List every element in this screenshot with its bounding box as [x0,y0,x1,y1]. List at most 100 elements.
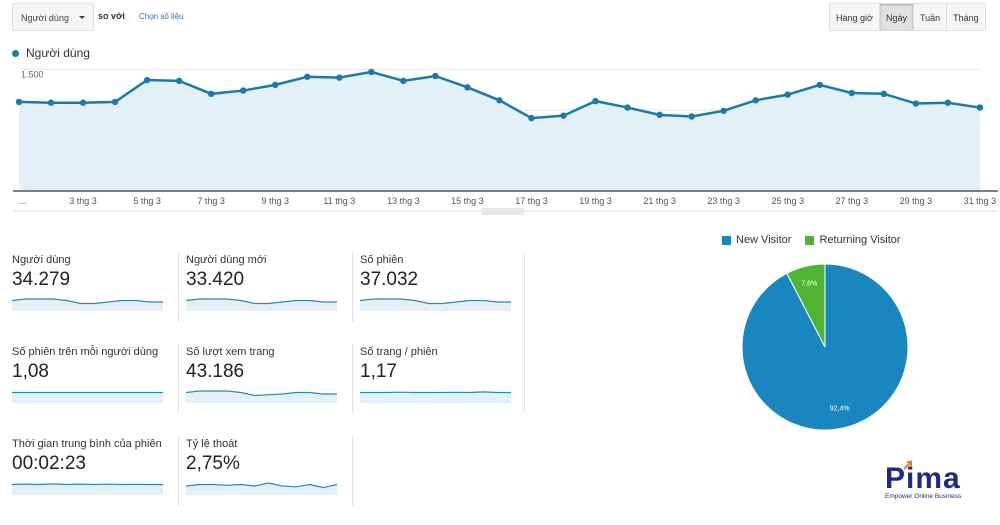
legend-swatch-icon [805,235,815,245]
data-point [464,84,471,91]
sparkline-line [360,298,511,305]
metric-value: 33.420 [186,269,245,290]
metric-label: Người dùng [12,254,71,266]
metric-label: Người dùng mới [186,254,267,266]
compare-label: so với [98,11,125,21]
sparkline-fill [360,391,511,403]
data-point [688,113,695,120]
card-divider [178,344,179,414]
x-tick-label: 17 thg 3 [515,196,548,206]
metric-card[interactable]: Người dùng 34.279 [12,240,172,326]
metric-value: 37.032 [360,269,419,290]
sparkline-fill [12,483,163,495]
x-tick-label: 23 thg 3 [707,196,740,206]
choose-metric-link[interactable]: Chọn số liệu [139,12,184,21]
pie-slice-label: 7,6% [801,280,817,287]
time-button[interactable]: Hàng giờ [830,4,879,30]
collapse-handle[interactable] [482,208,524,215]
pie-legend-item[interactable]: New Visitor [722,234,791,246]
data-point [304,73,311,80]
metric-select-value: Người dùng [21,13,69,23]
x-tick-label: ... [19,196,27,206]
card-divider [524,252,525,414]
sparkline-line [186,298,337,305]
card-divider [178,252,179,322]
metric-card[interactable]: Người dùng mới 33.420 [186,240,346,326]
logo-arrow-icon [903,460,912,470]
x-tick-label: 7 thg 3 [197,196,225,206]
metric-card[interactable]: Số lượt xem trang 43.186 [186,332,346,418]
x-tick-label: 27 thg 3 [836,196,869,206]
sparkline-line [12,483,163,486]
chart-legend: Người dùng [12,46,90,60]
data-point [143,76,151,84]
data-point [15,98,23,106]
data-point [240,87,247,94]
data-point [816,81,823,89]
x-tick-label: 9 thg 3 [261,196,289,206]
sparkline [186,298,337,311]
metric-label: Số trang / phiên [360,346,438,358]
sparkline-fill [12,392,163,403]
data-point [79,99,87,106]
data-point [47,99,55,106]
sparkline [12,391,163,403]
metric-value: 1,17 [360,361,397,382]
sparkline-line [360,391,511,394]
data-point [400,77,407,85]
metric-value: 00:02:23 [12,453,86,474]
metric-label: Số phiên [360,254,404,266]
card-divider [178,436,179,506]
sparkline-line [12,298,163,305]
x-tick-label: 25 thg 3 [771,196,804,206]
pie-legend-item[interactable]: Returning Visitor [805,234,901,246]
data-point [496,97,503,104]
visitor-pie-chart: 92,4% 7,6% [741,263,909,431]
metric-label: Tỷ lệ thoát [186,438,238,450]
data-point [976,104,984,111]
x-tick-label: 5 thg 3 [133,196,161,206]
sparkline [186,390,337,403]
sparkline-fill [186,483,337,495]
sparkline-fill [12,299,163,311]
sparkline [360,298,511,311]
metric-card[interactable]: Số phiên trên mỗi người dùng 1,08 [12,332,172,418]
data-point [111,98,119,106]
data-point [848,89,855,97]
data-point [720,107,727,115]
sparkline-line [186,390,337,397]
metric-label: Thời gian trung bình của phiên [12,438,162,450]
data-point [624,104,631,111]
data-point [592,97,599,105]
time-button[interactable]: Tuần [912,4,947,30]
x-tick-label: 11 thg 3 [323,196,355,206]
sparkline-fill [186,391,337,403]
time-button[interactable]: Ngày [878,4,913,30]
logo-arrow [903,460,912,470]
metric-value: 43.186 [186,361,245,382]
time-button[interactable]: Tháng [946,4,985,30]
logo-tagline: Empower Online Business [885,493,962,500]
metric-card[interactable]: Thời gian trung bình của phiên 00:02:23 [12,424,172,510]
data-point [175,77,183,85]
metric-value: 2,75% [186,453,240,474]
metric-label: Số phiên trên mỗi người dùng [12,346,159,358]
data-point [912,100,920,107]
metric-select[interactable]: Người dùng [12,3,94,31]
data-point [560,112,567,119]
pie-legend: New Visitor Returning Visitor [722,234,901,246]
sparkline [12,298,163,311]
card-divider [352,344,353,414]
metric-card[interactable]: Số phiên 37.032 [360,240,520,326]
data-point [880,90,888,97]
data-point [656,111,663,119]
sparkline [360,391,511,403]
metric-label: Số lượt xem trang [186,346,275,358]
data-point [784,91,791,98]
data-point [368,68,375,76]
data-point [336,74,343,81]
x-tick-label: 3 thg 3 [69,196,97,206]
metric-card[interactable]: Số trang / phiên 1,17 [360,332,520,418]
metric-card[interactable]: Tỷ lệ thoát 2,75% [186,424,346,510]
data-point [272,81,279,89]
